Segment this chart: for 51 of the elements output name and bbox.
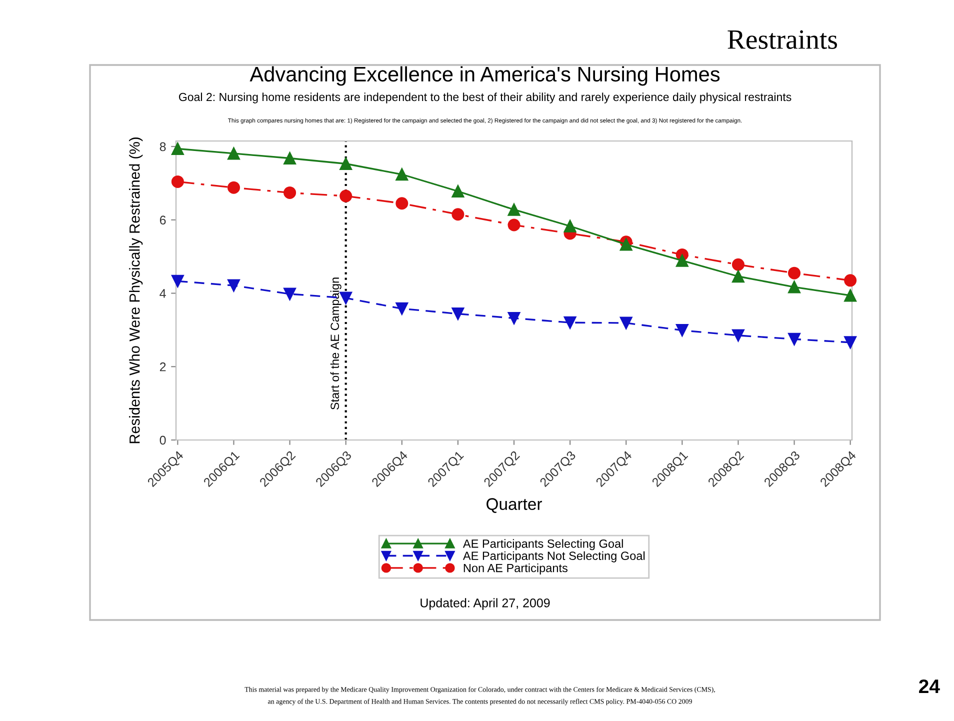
- text: Updated: April 27, 2009: [420, 598, 550, 610]
- point: [732, 258, 744, 271]
- point: [620, 238, 632, 251]
- point: [732, 329, 744, 342]
- point: [620, 316, 632, 330]
- point: [844, 336, 857, 349]
- point: [284, 152, 296, 164]
- point: [171, 142, 184, 155]
- point: [340, 190, 352, 202]
- point: [396, 197, 408, 210]
- point: [564, 316, 576, 329]
- legend-label: AE Participants Selecting Goal: [462, 539, 623, 550]
- point: [340, 157, 352, 170]
- point: [788, 266, 801, 280]
- point: [676, 254, 688, 267]
- point: [452, 208, 464, 221]
- legend-label: Non AE Participants: [464, 564, 568, 575]
- y-tick-label: 6: [160, 216, 166, 225]
- point: [788, 332, 801, 346]
- legend-label: AE Participants Not Selecting Goal: [462, 551, 645, 562]
- point: [788, 280, 801, 294]
- text: Restraints: [728, 30, 837, 49]
- point: [396, 168, 408, 181]
- point: [564, 220, 576, 232]
- point: [508, 218, 520, 232]
- point: [452, 308, 464, 320]
- y-tick-label: 0: [160, 436, 166, 445]
- text: 24: [919, 679, 940, 694]
- point: [508, 312, 520, 324]
- ref-line-label: Start of the AE Campaign: [330, 278, 342, 410]
- point: [508, 203, 520, 216]
- point: [844, 274, 857, 287]
- point: [844, 289, 857, 302]
- point: [452, 185, 464, 198]
- point: [676, 324, 688, 337]
- point: [396, 302, 408, 315]
- point: [732, 270, 744, 283]
- y-axis-title: Residents Who Were Physically Restrained (%): [129, 138, 143, 444]
- y-tick-label: 8: [160, 142, 166, 152]
- x-axis-title: Quarter: [486, 498, 542, 513]
- y-tick-label: 2: [160, 362, 166, 372]
- point: [171, 175, 184, 188]
- point: [171, 274, 184, 288]
- point: [227, 279, 240, 292]
- chart-subtitle: Goal 2: Nursing home residents are independent to the best of their ability and rarely experience daily physical restraints: [178, 92, 792, 104]
- chart-title: Advancing Excellence in America's Nursing Homes: [250, 66, 720, 86]
- point: [227, 181, 240, 194]
- y-tick-label: 4: [160, 289, 166, 298]
- point: [284, 186, 296, 199]
- point: [227, 147, 240, 160]
- point: [284, 288, 296, 300]
